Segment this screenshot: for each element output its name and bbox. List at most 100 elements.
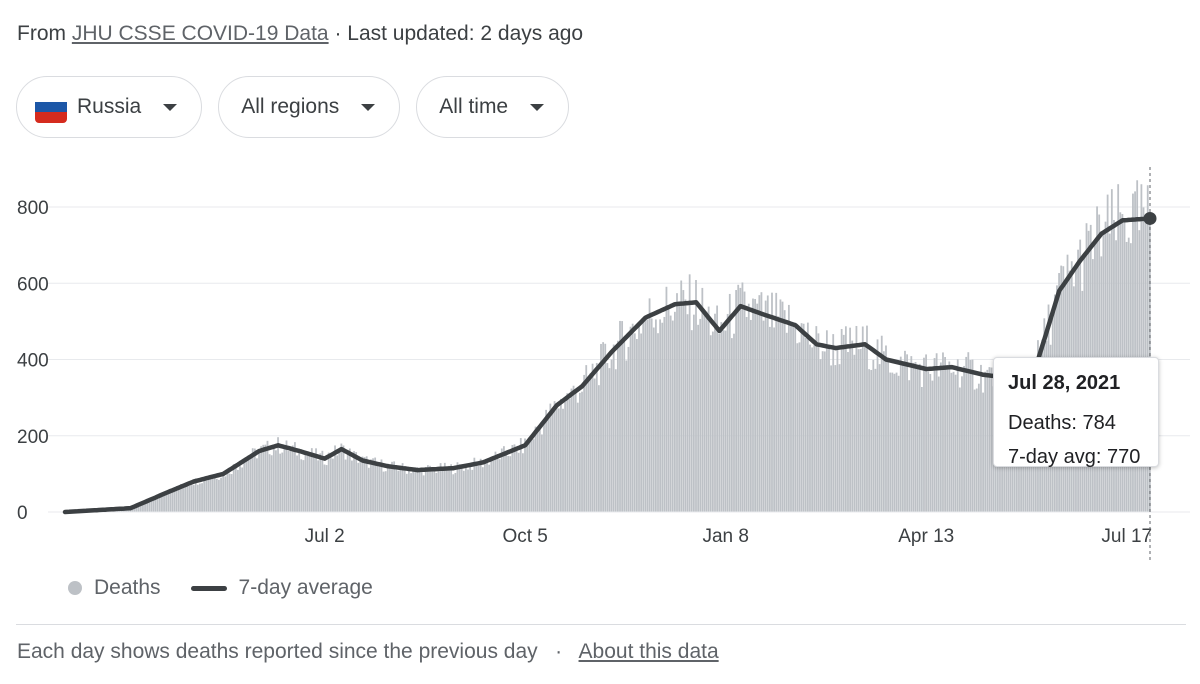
deaths-bar bbox=[344, 459, 347, 512]
deaths-bar bbox=[783, 310, 786, 512]
deaths-bar bbox=[714, 313, 716, 512]
x-tick-label: Jul 17 bbox=[1101, 526, 1152, 547]
deaths-bar bbox=[652, 327, 655, 512]
deaths-bar bbox=[555, 408, 558, 512]
deaths-bar bbox=[327, 452, 330, 512]
deaths-bar bbox=[604, 343, 607, 512]
deaths-bar bbox=[931, 380, 934, 512]
deaths-bar bbox=[1110, 189, 1113, 512]
deaths-bar bbox=[509, 456, 512, 512]
deaths-bar bbox=[878, 364, 881, 512]
deaths-bar bbox=[973, 389, 976, 512]
deaths-bar bbox=[249, 457, 252, 512]
deaths-bar bbox=[661, 322, 664, 512]
source-link[interactable]: JHU CSSE COVID-19 Data bbox=[71, 22, 329, 45]
deaths-bar bbox=[1136, 180, 1139, 512]
deaths-bar bbox=[908, 380, 911, 512]
deaths-bar bbox=[982, 392, 984, 512]
deaths-bar bbox=[711, 331, 714, 512]
deaths-bar bbox=[802, 323, 805, 512]
deaths-bar bbox=[703, 315, 706, 512]
deaths-bar bbox=[258, 450, 260, 512]
deaths-bar bbox=[635, 339, 638, 512]
deaths-bar bbox=[496, 454, 499, 512]
deaths-bar bbox=[454, 472, 457, 512]
deaths-bar bbox=[1117, 184, 1120, 512]
deaths-bar bbox=[568, 399, 571, 512]
deaths-bar bbox=[692, 314, 695, 512]
deaths-bar bbox=[617, 340, 619, 512]
deaths-bar bbox=[471, 469, 474, 512]
deaths-bar bbox=[663, 316, 666, 512]
time-label: All time bbox=[439, 95, 509, 118]
deaths-bar bbox=[823, 351, 826, 512]
deaths-bar bbox=[342, 445, 345, 512]
deaths-bar bbox=[488, 464, 491, 512]
deaths-bar bbox=[965, 356, 968, 512]
deaths-bar bbox=[433, 467, 436, 512]
deaths-bar bbox=[733, 333, 735, 512]
deaths-bar bbox=[524, 438, 526, 512]
deaths-bar bbox=[817, 333, 820, 512]
deaths-bar bbox=[760, 292, 763, 512]
deaths-bar bbox=[935, 353, 938, 512]
deaths-bar bbox=[317, 460, 320, 512]
deaths-bar bbox=[302, 460, 305, 512]
deaths-bar bbox=[686, 314, 689, 512]
deaths-bar bbox=[560, 398, 562, 512]
deaths-bar bbox=[939, 362, 942, 512]
deaths-bar bbox=[209, 478, 212, 512]
deaths-bar bbox=[872, 359, 875, 512]
deaths-bar bbox=[1106, 194, 1109, 512]
deaths-bar bbox=[522, 453, 524, 512]
deaths-bar bbox=[315, 448, 317, 512]
country-dropdown[interactable]: Russia bbox=[16, 76, 203, 138]
deaths-bar bbox=[251, 448, 254, 512]
deaths-bar bbox=[167, 494, 170, 512]
deaths-bar bbox=[980, 364, 982, 512]
y-tick-label: 400 bbox=[17, 351, 49, 372]
deaths-bar bbox=[743, 291, 746, 512]
deaths-bar bbox=[422, 475, 425, 512]
deaths-bar bbox=[669, 315, 672, 512]
deaths-bar bbox=[790, 326, 792, 512]
deaths-bar bbox=[380, 459, 383, 512]
time-range-dropdown[interactable]: All time bbox=[416, 76, 570, 138]
deaths-bar bbox=[741, 282, 744, 512]
deaths-bar bbox=[671, 320, 674, 512]
deaths-bar bbox=[511, 444, 514, 512]
deaths-bar bbox=[764, 300, 767, 512]
deaths-bar bbox=[190, 485, 193, 512]
deaths-bar bbox=[184, 487, 187, 512]
deaths-bar bbox=[213, 475, 216, 512]
deaths-bar bbox=[437, 470, 440, 512]
deaths-bar bbox=[946, 366, 949, 512]
deaths-bar bbox=[583, 374, 586, 512]
deaths-bar bbox=[256, 458, 258, 512]
deaths-bar bbox=[690, 330, 693, 512]
deaths-bar bbox=[882, 351, 885, 512]
deaths-bar bbox=[391, 461, 393, 512]
deaths-bar bbox=[365, 456, 368, 512]
deaths-bar bbox=[146, 500, 149, 512]
about-data-link[interactable]: About this data bbox=[578, 640, 719, 663]
deaths-bar bbox=[234, 466, 237, 512]
deaths-bar bbox=[526, 445, 529, 512]
deaths-bar bbox=[838, 364, 841, 512]
deaths-bar bbox=[361, 456, 364, 512]
region-label: All regions bbox=[241, 95, 340, 118]
deaths-bar bbox=[937, 376, 940, 512]
deaths-bar bbox=[313, 457, 315, 512]
x-tick-label: Apr 13 bbox=[898, 526, 954, 547]
deaths-bar bbox=[1146, 185, 1149, 512]
deaths-bar bbox=[849, 327, 851, 512]
deaths-bar bbox=[382, 471, 385, 512]
deaths-bar bbox=[325, 465, 328, 512]
deaths-bar bbox=[272, 446, 275, 512]
deaths-bar bbox=[766, 295, 769, 512]
deaths-bar bbox=[749, 319, 752, 512]
deaths-bar bbox=[323, 464, 326, 512]
deaths-bar bbox=[492, 460, 495, 512]
deaths-bar bbox=[332, 458, 334, 512]
region-dropdown[interactable]: All regions bbox=[218, 76, 401, 138]
